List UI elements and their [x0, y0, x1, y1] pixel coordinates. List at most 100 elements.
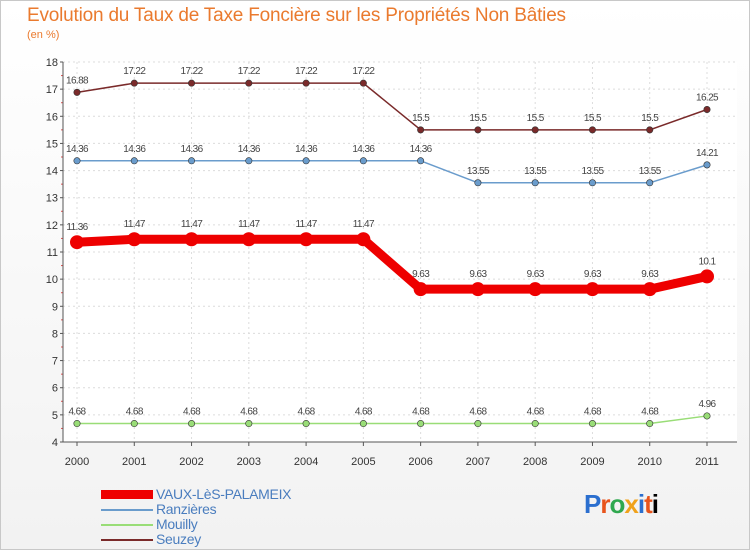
data-label: 15.5 — [527, 113, 545, 124]
x-tick-label: 2002 — [179, 456, 203, 468]
data-label: 15.5 — [412, 113, 430, 124]
data-label: 4.68 — [469, 407, 487, 418]
data-point — [588, 179, 596, 187]
series-line-0 — [76, 82, 708, 131]
data-label: 14.36 — [123, 144, 146, 155]
data-point — [188, 157, 196, 165]
data-label: 14.36 — [181, 144, 204, 155]
y-tick-label: 9 — [52, 301, 58, 313]
series-line-3 — [77, 415, 708, 425]
data-point — [188, 420, 196, 428]
x-tick-label: 2011 — [695, 456, 719, 468]
data-point — [299, 232, 314, 247]
data-label: 9.63 — [641, 269, 659, 280]
data-label: 9.63 — [527, 269, 545, 280]
data-point — [241, 232, 256, 247]
data-label: 11.47 — [353, 219, 375, 230]
data-label: 13.55 — [581, 166, 604, 177]
data-label: 17.22 — [352, 66, 375, 77]
data-label: 4.68 — [527, 407, 545, 418]
y-axis-unit-label: (en %) — [27, 29, 60, 41]
x-tick-label: 2001 — [122, 456, 146, 468]
data-point — [700, 269, 714, 284]
data-label: 14.36 — [238, 144, 261, 155]
data-point — [73, 420, 81, 428]
x-tick-label: 2007 — [466, 456, 490, 468]
data-label: 4.68 — [183, 407, 201, 418]
data-label: 9.63 — [584, 269, 602, 280]
data-label: 13.55 — [639, 166, 662, 177]
y-tick-label: 12 — [46, 220, 58, 232]
data-point — [417, 420, 425, 428]
x-tick-label: 2004 — [294, 456, 318, 468]
y-tick-label: 8 — [52, 328, 58, 340]
data-label: 4.68 — [68, 407, 86, 418]
y-tick-label: 10 — [46, 274, 58, 286]
data-label: 9.63 — [469, 269, 487, 280]
data-point — [417, 157, 425, 165]
data-point — [184, 232, 199, 247]
data-label: 14.36 — [352, 144, 375, 155]
legend-swatch-vaux — [101, 490, 153, 499]
data-point — [130, 79, 138, 87]
data-label: 4.68 — [412, 407, 430, 418]
proxiti-logo: Proxiti — [584, 489, 659, 519]
y-tick-label: 4 — [52, 437, 58, 449]
data-point — [245, 157, 253, 165]
data-label: 4.68 — [298, 407, 316, 418]
data-label: 14.36 — [295, 144, 318, 155]
data-label: 4.68 — [641, 407, 659, 418]
data-point — [130, 420, 138, 428]
x-tick-label: 2009 — [580, 456, 604, 468]
data-point — [70, 235, 84, 250]
y-tick-label: 6 — [52, 383, 58, 395]
data-label: 4.68 — [240, 407, 258, 418]
data-label: 17.22 — [123, 66, 146, 77]
data-label: 13.55 — [467, 166, 490, 177]
data-point — [703, 412, 711, 420]
y-tick-label: 5 — [52, 410, 58, 422]
data-label: 15.5 — [584, 113, 602, 124]
data-point — [474, 179, 482, 187]
data-label: 13.55 — [524, 166, 547, 177]
data-point — [642, 282, 657, 297]
y-tick-label: 7 — [52, 356, 58, 368]
data-label: 17.22 — [295, 66, 318, 77]
x-tick-label: 2005 — [351, 456, 375, 468]
data-point — [531, 126, 539, 134]
data-point — [417, 126, 425, 134]
data-point — [531, 179, 539, 187]
x-tick-label: 2000 — [65, 456, 89, 468]
series-line-1 — [77, 160, 708, 184]
data-label: 9.63 — [412, 269, 430, 280]
data-point — [73, 157, 81, 165]
data-label: 4.96 — [698, 399, 716, 410]
x-tick-label: 2003 — [237, 456, 261, 468]
x-tick-label: 2006 — [408, 456, 432, 468]
data-label: 17.22 — [238, 66, 261, 77]
data-point — [585, 282, 600, 297]
legend-swatch-seuzey — [101, 539, 153, 541]
data-point — [245, 79, 253, 87]
data-point — [359, 157, 367, 165]
data-point — [703, 161, 711, 169]
data-point — [359, 420, 367, 428]
data-label: 15.5 — [469, 113, 487, 124]
data-label: 15.5 — [641, 113, 659, 124]
chart-title: Evolution du Taux de Taxe Foncière sur l… — [27, 5, 566, 26]
data-label: 11.47 — [181, 219, 203, 230]
data-label: 14.21 — [696, 148, 719, 159]
data-point — [302, 79, 310, 87]
data-label: 14.36 — [410, 144, 433, 155]
data-label: 16.88 — [66, 75, 89, 86]
data-label: 4.68 — [584, 407, 602, 418]
data-label: 14.36 — [66, 144, 89, 155]
legend-swatch-mouilly — [101, 524, 153, 526]
data-point — [646, 126, 654, 134]
data-label: 10.1 — [698, 256, 716, 267]
data-label: 17.22 — [181, 66, 204, 77]
data-label: 4.68 — [126, 407, 144, 418]
legend-label-vaux: VAUX-LèS-PALAMEIX — [156, 486, 292, 502]
